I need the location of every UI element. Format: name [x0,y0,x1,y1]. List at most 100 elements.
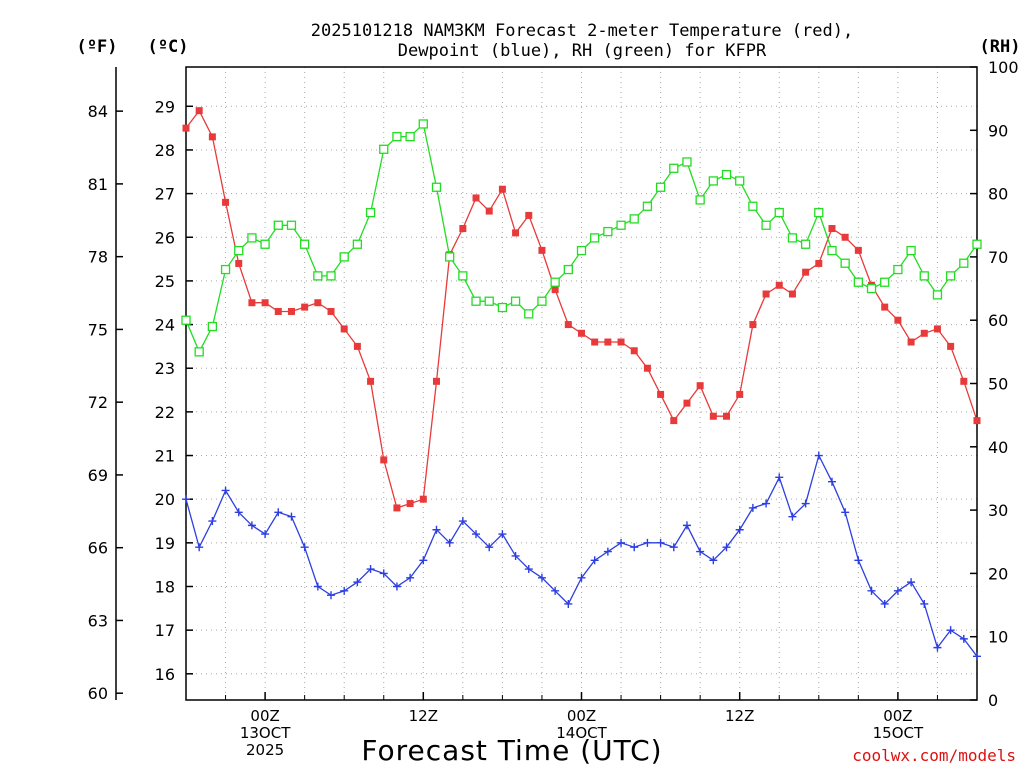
relative-humidity-point [512,297,520,305]
relative-humidity-point [736,177,744,185]
relative-humidity-point [222,266,230,274]
celsius-unit-label: (ºC) [148,37,189,57]
fahrenheit-axis: 60 63 66 69 72 75 78 81 84 [88,102,123,703]
celsius-tick-label: 29 [155,97,175,116]
temperature-point [525,212,532,219]
dewpoint-point [920,600,928,608]
fahrenheit-tick-label: 63 [88,611,108,630]
relative-humidity-point [564,266,572,274]
temperature-point [802,269,809,276]
celsius-tick-label: 19 [155,534,175,553]
temperature-point [894,317,901,324]
temperature-point [235,260,242,267]
relative-humidity-point [709,177,717,185]
dewpoint-point [762,500,770,508]
relative-humidity-point [788,234,796,242]
temperature-point [697,382,704,389]
rh-tick-label: 60 [988,311,1008,330]
relative-humidity-point [696,196,704,204]
temperature-point [644,365,651,372]
celsius-axis: 1617181920212223242526272829 [155,97,193,684]
temperature-point [710,413,717,420]
dewpoint-point [670,543,678,551]
relative-humidity-point [854,278,862,286]
relative-humidity-point [551,278,559,286]
temperature-point [776,282,783,289]
dewpoint-point [696,548,704,556]
dewpoint-point [340,587,348,595]
chart-title-line-1: 2025101218 NAM3KM Forecast 2-meter Tempe… [311,21,853,41]
temperature-point [934,325,941,332]
celsius-tick-label: 23 [155,359,175,378]
dewpoint-point [630,543,638,551]
relative-humidity-point [498,304,506,312]
temperature-point [209,133,216,140]
dewpoint-point [815,452,823,460]
temperature-point [881,304,888,311]
relative-humidity-point [973,240,981,248]
celsius-tick-label: 16 [155,665,175,684]
relative-humidity-point [261,240,269,248]
relative-humidity-point [828,247,836,255]
dewpoint-line [186,456,977,657]
relative-humidity-point [643,202,651,210]
celsius-tick-label: 18 [155,577,175,596]
relative-humidity-point [327,272,335,280]
relative-humidity-point [723,171,731,179]
relative-humidity-point [287,221,295,229]
relative-humidity-point [182,316,190,324]
temperature-point [196,107,203,114]
fahrenheit-tick-label: 69 [88,466,108,485]
temperature-point [301,304,308,311]
relative-humidity-point [881,278,889,286]
relative-humidity-point [446,253,454,261]
temperature-point [367,378,374,385]
relative-humidity-point [525,310,533,318]
relative-humidity-point [248,234,256,242]
relative-humidity-point [670,164,678,172]
temperature-point [473,194,480,201]
celsius-tick-label: 17 [155,621,175,640]
relative-humidity-point [393,133,401,141]
dewpoint-point [907,578,915,586]
dewpoint-point [828,478,836,486]
relative-humidity-point [630,215,638,223]
source-credit: coolwx.com/models [852,746,1016,765]
fahrenheit-tick-label: 78 [88,248,108,267]
dewpoint-point [301,543,309,551]
dewpoint-point [854,556,862,564]
time-tick-label: 00Z [250,707,279,725]
relative-humidity-point [274,221,282,229]
relative-humidity-point [960,259,968,267]
relative-humidity-point [868,285,876,293]
axes [116,67,977,700]
relative-humidity-point [749,202,757,210]
temperature-point [591,339,598,346]
relative-humidity-point [406,133,414,141]
relative-humidity-point [775,209,783,217]
temperature-point [578,330,585,337]
relative-humidity-point [235,247,243,255]
dewpoint-point [182,495,190,503]
relative-humidity-point [538,297,546,305]
relative-humidity-point [380,145,388,153]
relative-humidity-point [432,183,440,191]
forecast-chart: 2025101218 NAM3KM Forecast 2-meter Tempe… [0,0,1024,768]
relative-humidity-point [208,323,216,331]
relative-humidity-point [367,209,375,217]
dewpoint-point [222,486,230,494]
temperature-point [222,199,229,206]
temperature-point [670,417,677,424]
temperature-point [512,229,519,236]
relative-humidity-point [933,291,941,299]
data-series [182,107,981,660]
temperature-point [828,225,835,232]
time-tick-label: 12Z [725,707,754,725]
relative-humidity-point [657,183,665,191]
temperature-point [974,417,981,424]
dewpoint-point [643,539,651,547]
relative-humidity-point [617,221,625,229]
dewpoint-point [657,539,665,547]
rh-tick-label: 90 [988,121,1008,140]
temperature-point [538,247,545,254]
